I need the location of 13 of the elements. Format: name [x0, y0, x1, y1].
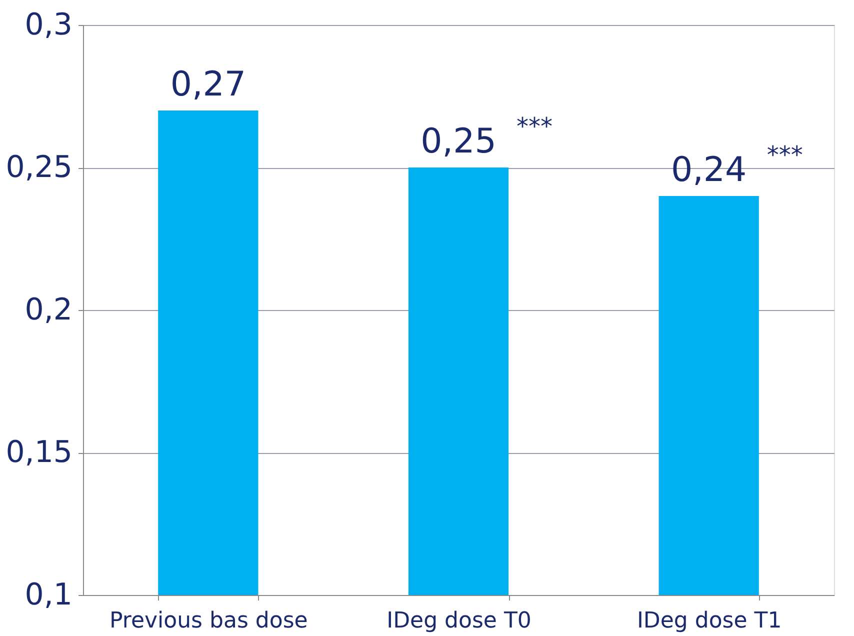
data-label: 0,25 [420, 122, 496, 162]
y-tick-label: 0,15 [6, 435, 72, 470]
annotation: *** [516, 112, 552, 140]
data-label: 0,24 [670, 150, 747, 190]
y-tick-label: 0,1 [24, 578, 72, 612]
y-tick-label: 0,25 [6, 150, 72, 185]
x-tick-label: IDeg dose T0 [386, 608, 532, 634]
x-tick-label: Previous bas dose [110, 608, 308, 634]
y-tick-label: 0,3 [24, 8, 72, 42]
annotation: *** [766, 141, 803, 169]
data-label: 0,27 [170, 64, 246, 104]
y-tick-label: 0,2 [24, 292, 72, 328]
x-tick-label: IDeg dose T1 [636, 608, 782, 634]
